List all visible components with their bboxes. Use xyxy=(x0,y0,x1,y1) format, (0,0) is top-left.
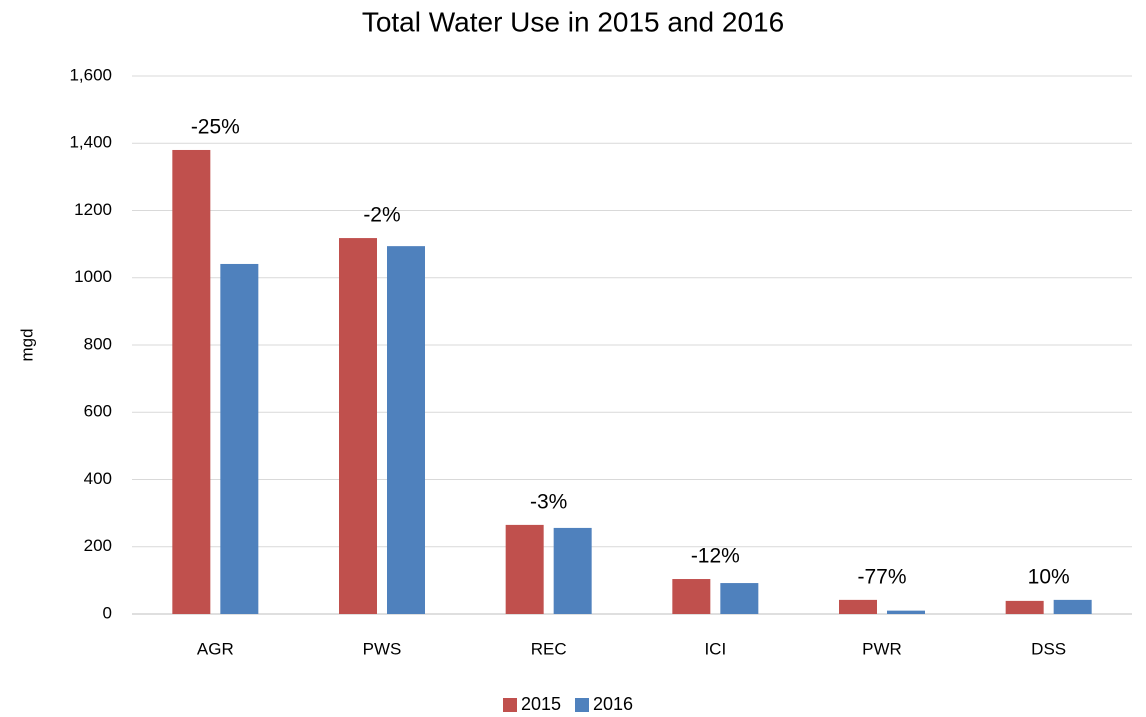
change-label: -12% xyxy=(691,545,740,568)
change-label: -3% xyxy=(530,490,567,513)
legend-label: 2015 xyxy=(521,694,561,714)
x-tick-label: PWR xyxy=(862,639,902,658)
y-tick-label: 600 xyxy=(84,402,112,421)
y-tick-label: 1,400 xyxy=(69,133,112,152)
y-tick-label: 1000 xyxy=(74,267,112,286)
change-label: -77% xyxy=(857,565,906,588)
x-tick-label: ICI xyxy=(704,639,726,658)
bar xyxy=(553,527,592,614)
chart-title: Total Water Use in 2015 and 2016 xyxy=(362,6,784,37)
y-axis-label: mgd xyxy=(17,328,36,361)
legend-label: 2016 xyxy=(593,694,633,714)
x-tick-label: AGR xyxy=(197,639,234,658)
change-label: -25% xyxy=(191,116,240,139)
bar xyxy=(887,610,925,614)
bar xyxy=(720,583,759,614)
bar xyxy=(839,599,877,614)
y-tick-label: 400 xyxy=(84,469,112,488)
bar xyxy=(339,238,377,614)
legend-swatch xyxy=(503,698,517,712)
y-tick-label: 1,600 xyxy=(69,65,112,84)
bar xyxy=(387,246,425,614)
y-tick-label: 200 xyxy=(84,536,112,555)
bar xyxy=(1053,599,1092,614)
x-tick-label: DSS xyxy=(1031,639,1066,658)
x-tick-label: REC xyxy=(531,639,567,658)
change-label: -2% xyxy=(363,204,400,227)
bar xyxy=(505,524,544,614)
bar xyxy=(172,149,211,614)
bar xyxy=(1005,600,1044,614)
legend-swatch xyxy=(575,698,589,712)
y-tick-label: 1200 xyxy=(74,200,112,219)
change-label: 10% xyxy=(1028,565,1070,588)
bar xyxy=(672,579,711,614)
y-tick-label: 0 xyxy=(103,603,112,622)
bar xyxy=(220,263,259,614)
x-tick-label: PWS xyxy=(363,639,402,658)
y-tick-label: 800 xyxy=(84,334,112,353)
